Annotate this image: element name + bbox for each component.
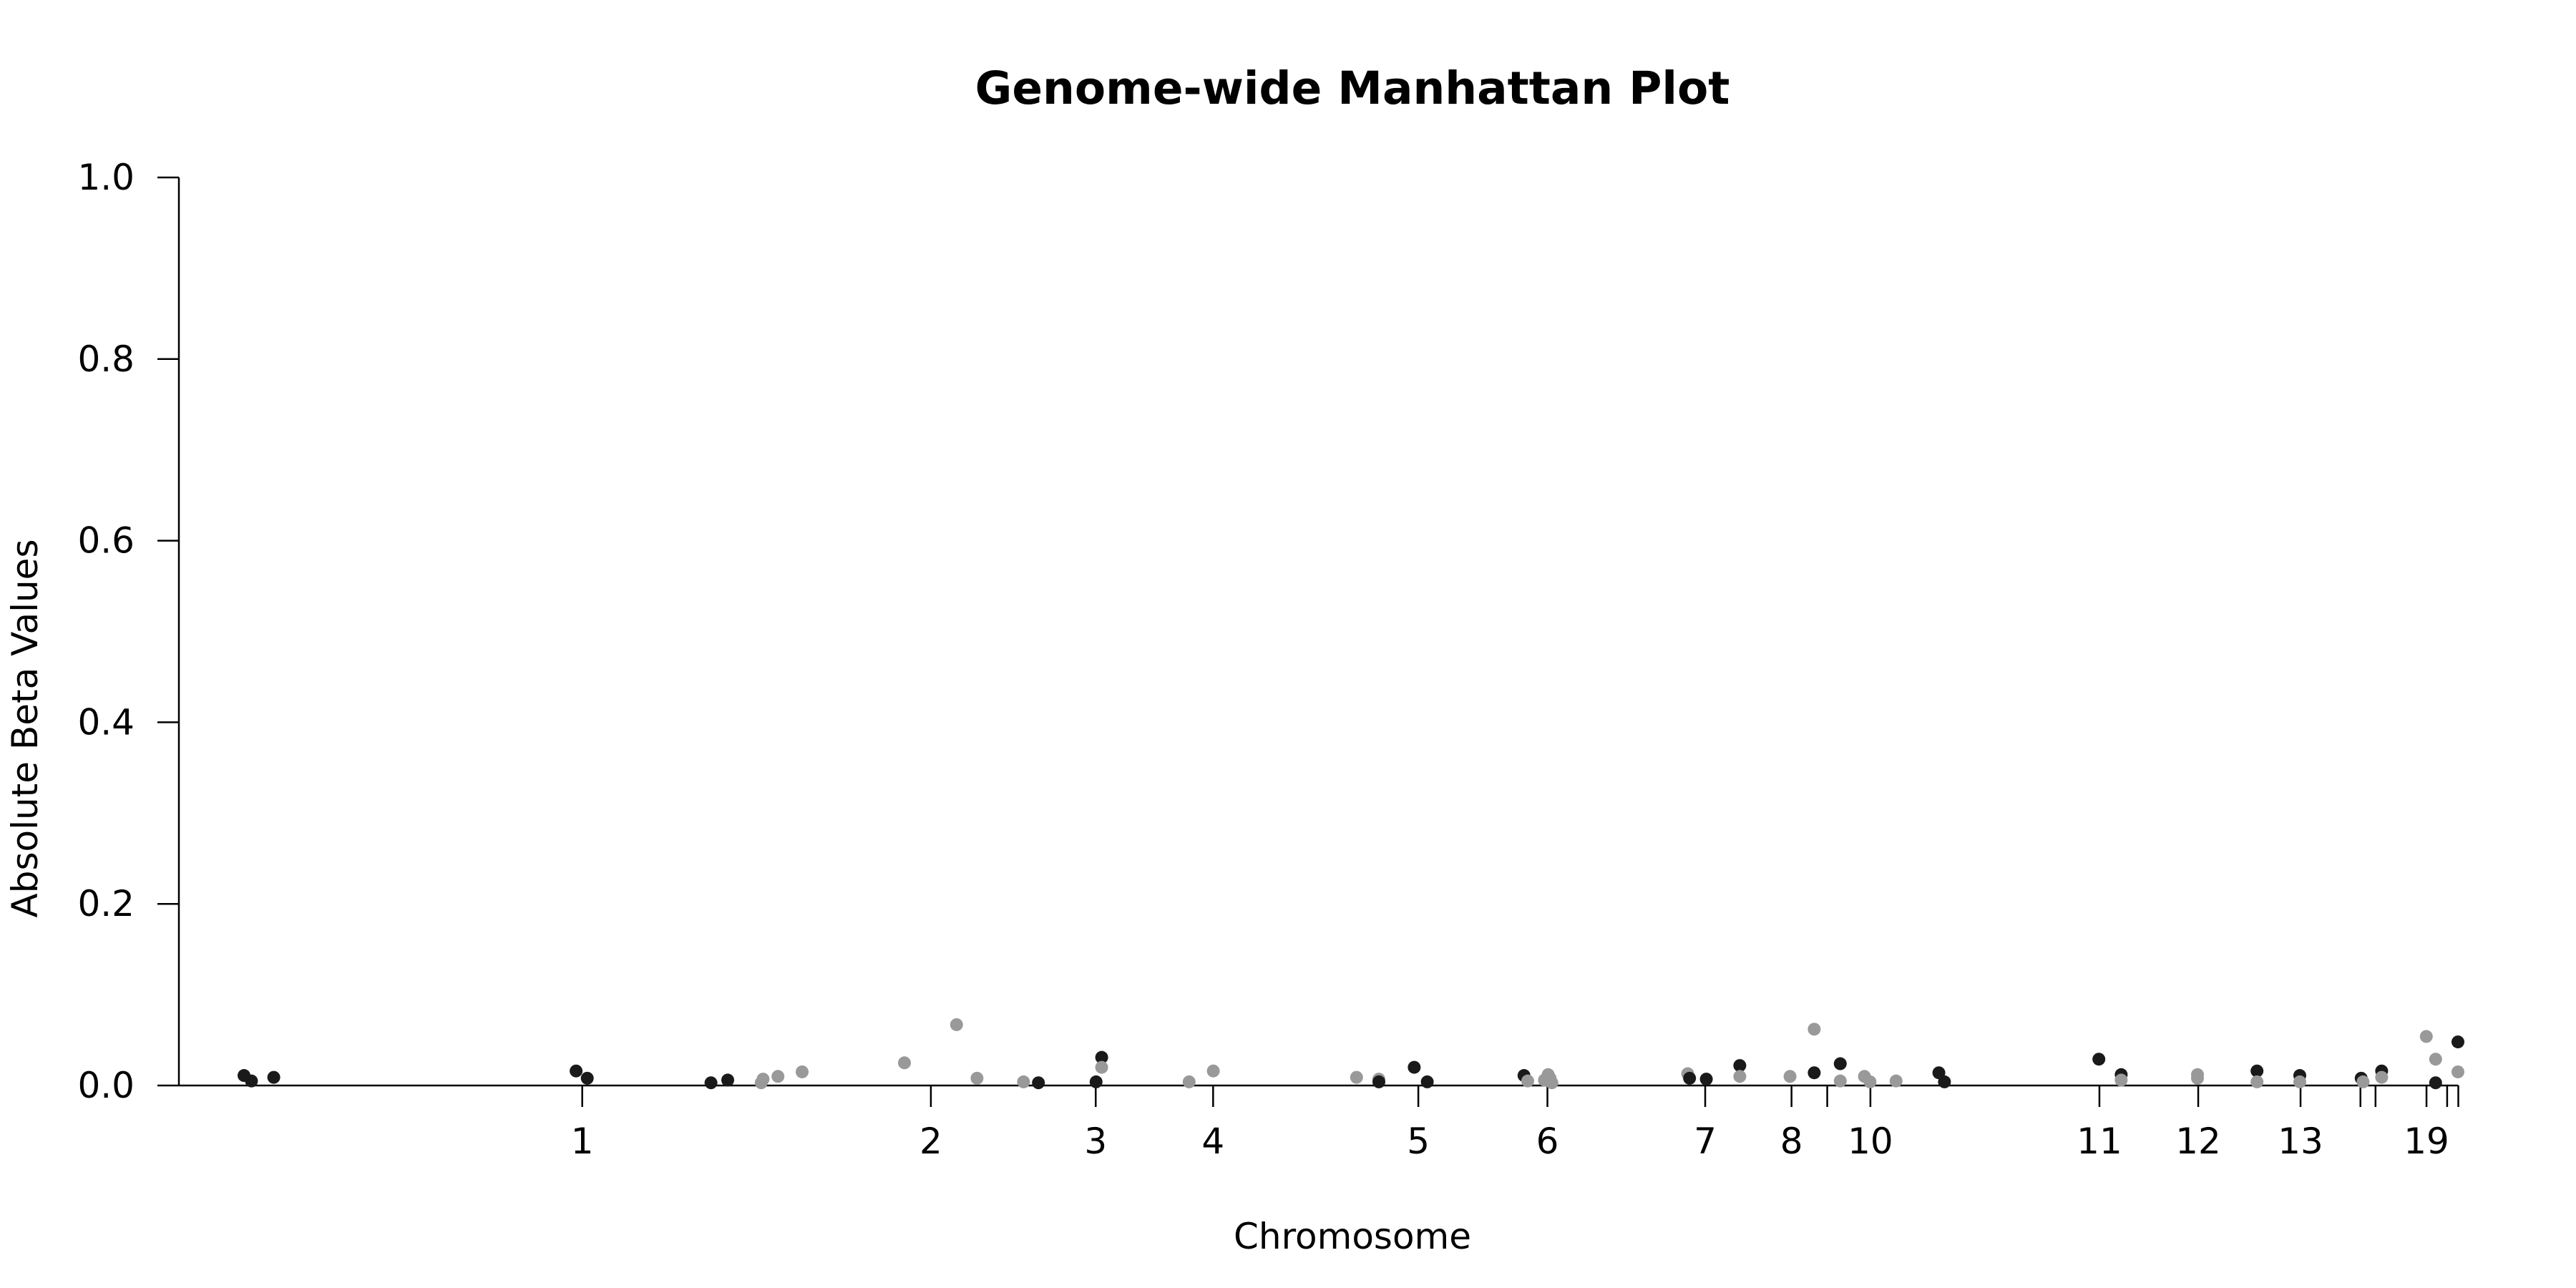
x-tick-label: 3 <box>1084 1121 1107 1162</box>
x-axis-label: Chromosome <box>1234 1216 1471 1257</box>
data-point <box>796 1065 809 1078</box>
x-tick-label: 19 <box>2404 1121 2449 1162</box>
y-tick-label: 0.0 <box>77 1065 135 1106</box>
data-point <box>267 1070 280 1084</box>
data-point <box>2451 1035 2464 1049</box>
y-tick-label: 0.6 <box>77 520 135 562</box>
data-point <box>950 1018 963 1031</box>
data-point <box>1095 1060 1108 1074</box>
data-point <box>2293 1075 2306 1088</box>
data-point <box>1521 1074 1534 1088</box>
data-point <box>1807 1066 1821 1080</box>
data-point <box>898 1056 911 1070</box>
data-point <box>1350 1070 1363 1084</box>
data-point <box>704 1076 718 1090</box>
data-point <box>580 1071 594 1085</box>
y-axis-label: Absolute Beta Values <box>4 540 46 918</box>
data-point <box>1863 1075 1877 1088</box>
data-point <box>1407 1060 1421 1074</box>
data-point <box>1889 1074 1903 1088</box>
y-tick-label: 1.0 <box>77 157 135 198</box>
data-point <box>2429 1053 2442 1066</box>
data-point <box>2419 1030 2433 1043</box>
x-tick-label: 10 <box>1848 1121 1893 1162</box>
data-point <box>1733 1059 1747 1073</box>
data-point <box>1372 1075 1385 1088</box>
x-tick-label: 12 <box>2175 1121 2221 1162</box>
data-point <box>1833 1074 1847 1088</box>
data-point <box>1089 1075 1103 1088</box>
x-tick-label: 4 <box>1201 1121 1224 1162</box>
data-point <box>1807 1023 1821 1036</box>
data-points <box>238 1018 2464 1090</box>
data-point <box>1783 1070 1797 1083</box>
data-point <box>2356 1075 2370 1088</box>
data-point <box>1182 1075 1196 1088</box>
x-tick-label: 8 <box>1780 1121 1803 1162</box>
y-tick-label: 0.2 <box>77 883 135 924</box>
x-tick-label: 11 <box>2077 1121 2122 1162</box>
data-point <box>1733 1070 1747 1083</box>
data-point <box>721 1073 734 1087</box>
data-point <box>1683 1071 1697 1085</box>
data-point <box>2451 1065 2464 1078</box>
data-point <box>1833 1057 1847 1070</box>
data-point <box>2092 1053 2106 1066</box>
x-tick-label: 5 <box>1407 1121 1430 1162</box>
data-point <box>2429 1076 2442 1090</box>
data-point <box>2191 1071 2204 1085</box>
x-tick-label: 2 <box>919 1121 942 1162</box>
data-point <box>756 1073 770 1086</box>
data-point <box>2114 1073 2128 1087</box>
data-point <box>1545 1076 1558 1090</box>
data-point <box>1420 1075 1434 1088</box>
x-tick-label: 13 <box>2278 1121 2323 1162</box>
data-point <box>245 1074 258 1088</box>
data-point <box>1017 1075 1030 1088</box>
data-point <box>771 1070 785 1083</box>
data-point <box>1938 1075 1951 1088</box>
x-tick-label: 1 <box>571 1121 594 1162</box>
data-point <box>2250 1075 2264 1088</box>
data-point <box>1095 1050 1108 1064</box>
x-tick-label: 6 <box>1536 1121 1559 1162</box>
x-axis: 1 2 3 4 5 6 7 8 10 11 12 13 19 <box>179 1084 2459 1162</box>
data-point <box>570 1064 583 1078</box>
data-point <box>1206 1064 1220 1078</box>
data-point <box>970 1071 984 1085</box>
x-tick-label: 7 <box>1694 1121 1717 1162</box>
y-tick-label: 0.8 <box>77 338 135 380</box>
y-tick-label: 0.4 <box>77 701 135 743</box>
data-point <box>1699 1073 1713 1086</box>
chart-title: Genome-wide Manhattan Plot <box>975 62 1730 114</box>
data-point <box>2250 1064 2264 1078</box>
data-point <box>1032 1076 1045 1090</box>
y-axis: 0.0 0.2 0.4 0.6 0.8 1.0 <box>77 157 180 1106</box>
data-point <box>2375 1070 2389 1084</box>
